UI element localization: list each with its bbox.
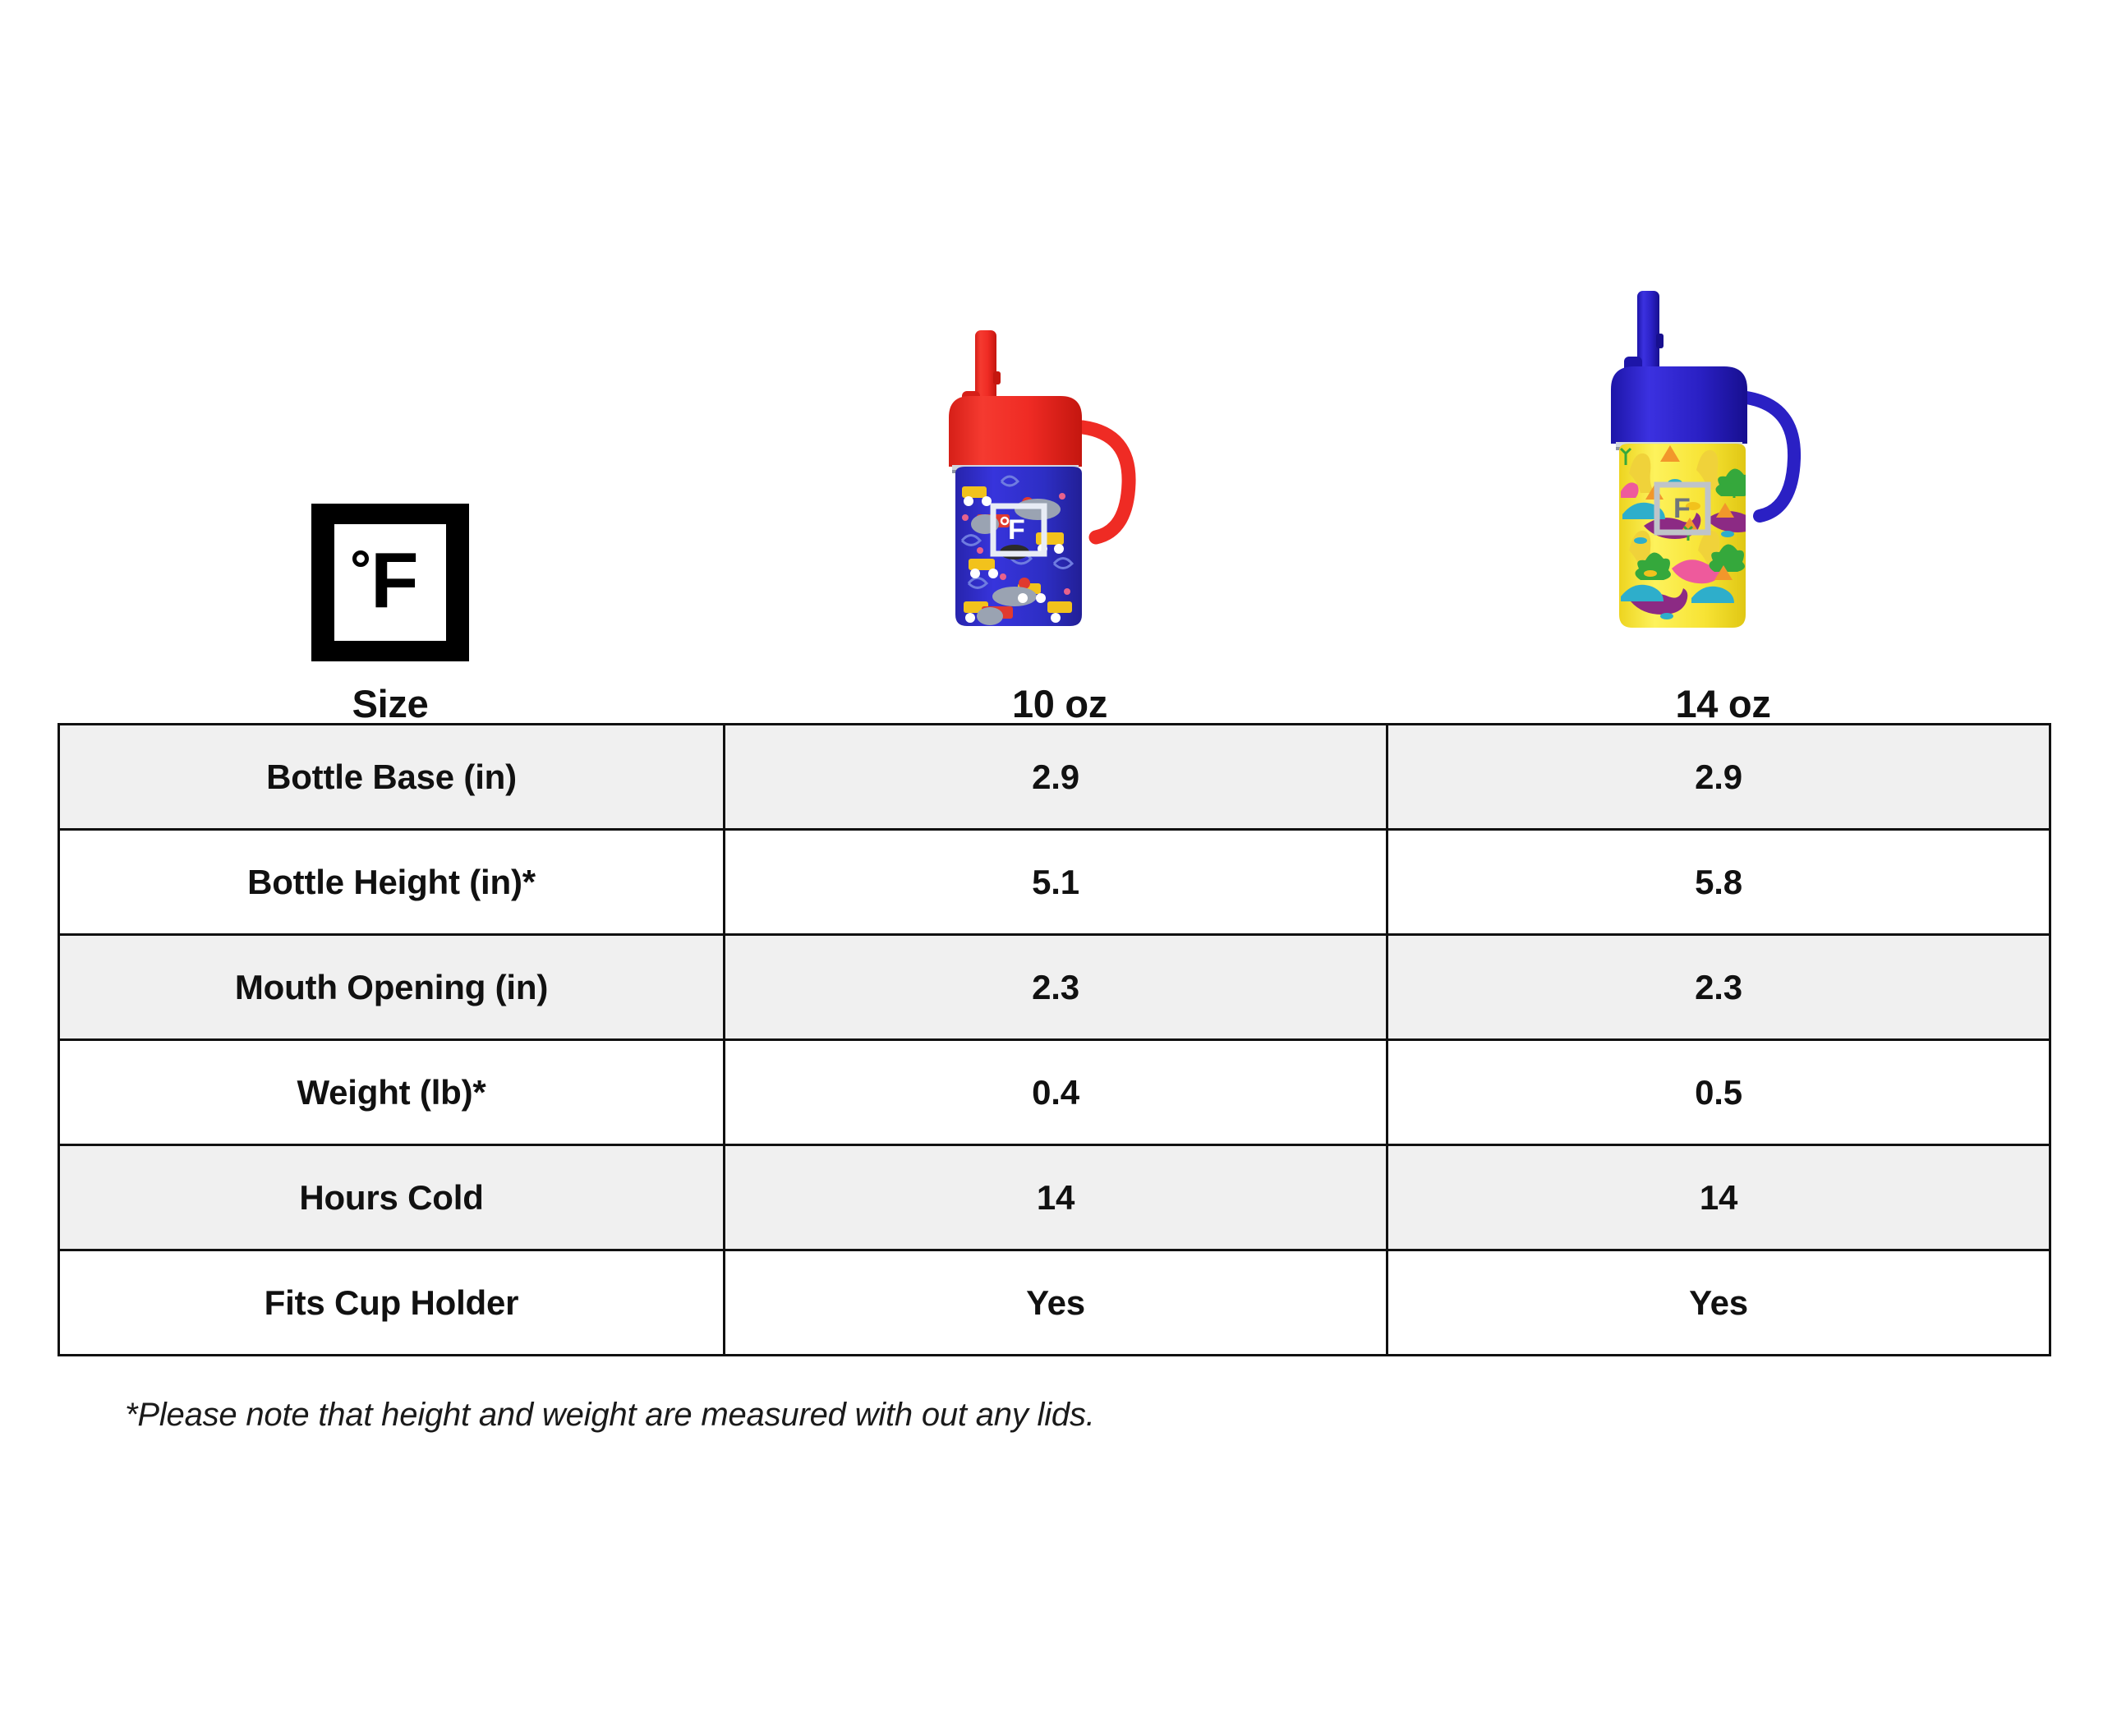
logo-inner-square: F	[334, 524, 446, 641]
spec-table-body: Bottle Base (in) 2.9 2.9 Bottle Height (…	[58, 723, 2051, 1356]
row-value-10oz: 5.1	[723, 828, 1388, 936]
header-row: F Size	[58, 246, 2050, 723]
row-value-10oz: 14	[723, 1144, 1388, 1251]
construction-pattern	[960, 475, 1075, 625]
row-label: Bottle Height (in)*	[58, 828, 725, 936]
header-label-10oz: 10 oz	[1011, 682, 1108, 725]
row-label: Weight (lb)*	[58, 1038, 725, 1146]
table-row: Weight (lb)* 0.4 0.5	[58, 1038, 2051, 1146]
table-row: Bottle Height (in)* 5.1 5.8	[58, 828, 2051, 936]
header-cell-size: F Size	[58, 246, 723, 723]
header-label-size: Size	[352, 682, 429, 725]
svg-text:F: F	[1673, 493, 1691, 524]
row-value-10oz: 2.9	[723, 723, 1388, 831]
row-value-14oz: 2.3	[1386, 933, 2051, 1041]
header-label-14oz: 14 oz	[1675, 682, 1771, 725]
bottle-14oz-illustration: F	[1596, 279, 1851, 661]
row-value-14oz: 0.5	[1386, 1038, 2051, 1146]
logo-letter-f: F	[370, 536, 419, 624]
row-value-14oz: 2.9	[1386, 723, 2051, 831]
row-label: Hours Cold	[58, 1144, 725, 1251]
row-value-10oz: 2.3	[723, 933, 1388, 1041]
bottle-10oz-illustration: F	[932, 312, 1187, 661]
table-row: Mouth Opening (in) 2.3 2.3	[58, 933, 2051, 1041]
table-row: Hours Cold 14 14	[58, 1144, 2051, 1251]
fahrenheit-logo-icon: F	[311, 504, 469, 661]
yellow-dinosaur-bottle-svg: F	[1610, 291, 1801, 628]
table-row: Bottle Base (in) 2.9 2.9	[58, 723, 2051, 831]
spec-table: Bottle Base (in) 2.9 2.9 Bottle Height (…	[58, 723, 2051, 1356]
blue-construction-bottle-svg: F	[949, 330, 1136, 626]
row-value-14oz: 5.8	[1386, 828, 2051, 936]
row-label: Mouth Opening (in)	[58, 933, 725, 1041]
row-value-10oz: Yes	[723, 1249, 1388, 1356]
row-label: Bottle Base (in)	[58, 723, 725, 831]
header-cell-14oz: F 14 oz	[1397, 246, 2050, 723]
row-value-14oz: 14	[1386, 1144, 2051, 1251]
table-row: Fits Cup Holder Yes Yes	[58, 1249, 2051, 1356]
header-cell-10oz: F 10 oz	[723, 246, 1397, 723]
row-value-10oz: 0.4	[723, 1038, 1388, 1146]
svg-text:F: F	[1008, 514, 1025, 546]
footnote-text: *Please note that height and weight are …	[125, 1397, 1095, 1433]
dinosaur-pattern	[1619, 445, 1746, 619]
degree-symbol-icon	[352, 550, 369, 567]
row-label: Fits Cup Holder	[58, 1249, 725, 1356]
row-value-14oz: Yes	[1386, 1249, 2051, 1356]
